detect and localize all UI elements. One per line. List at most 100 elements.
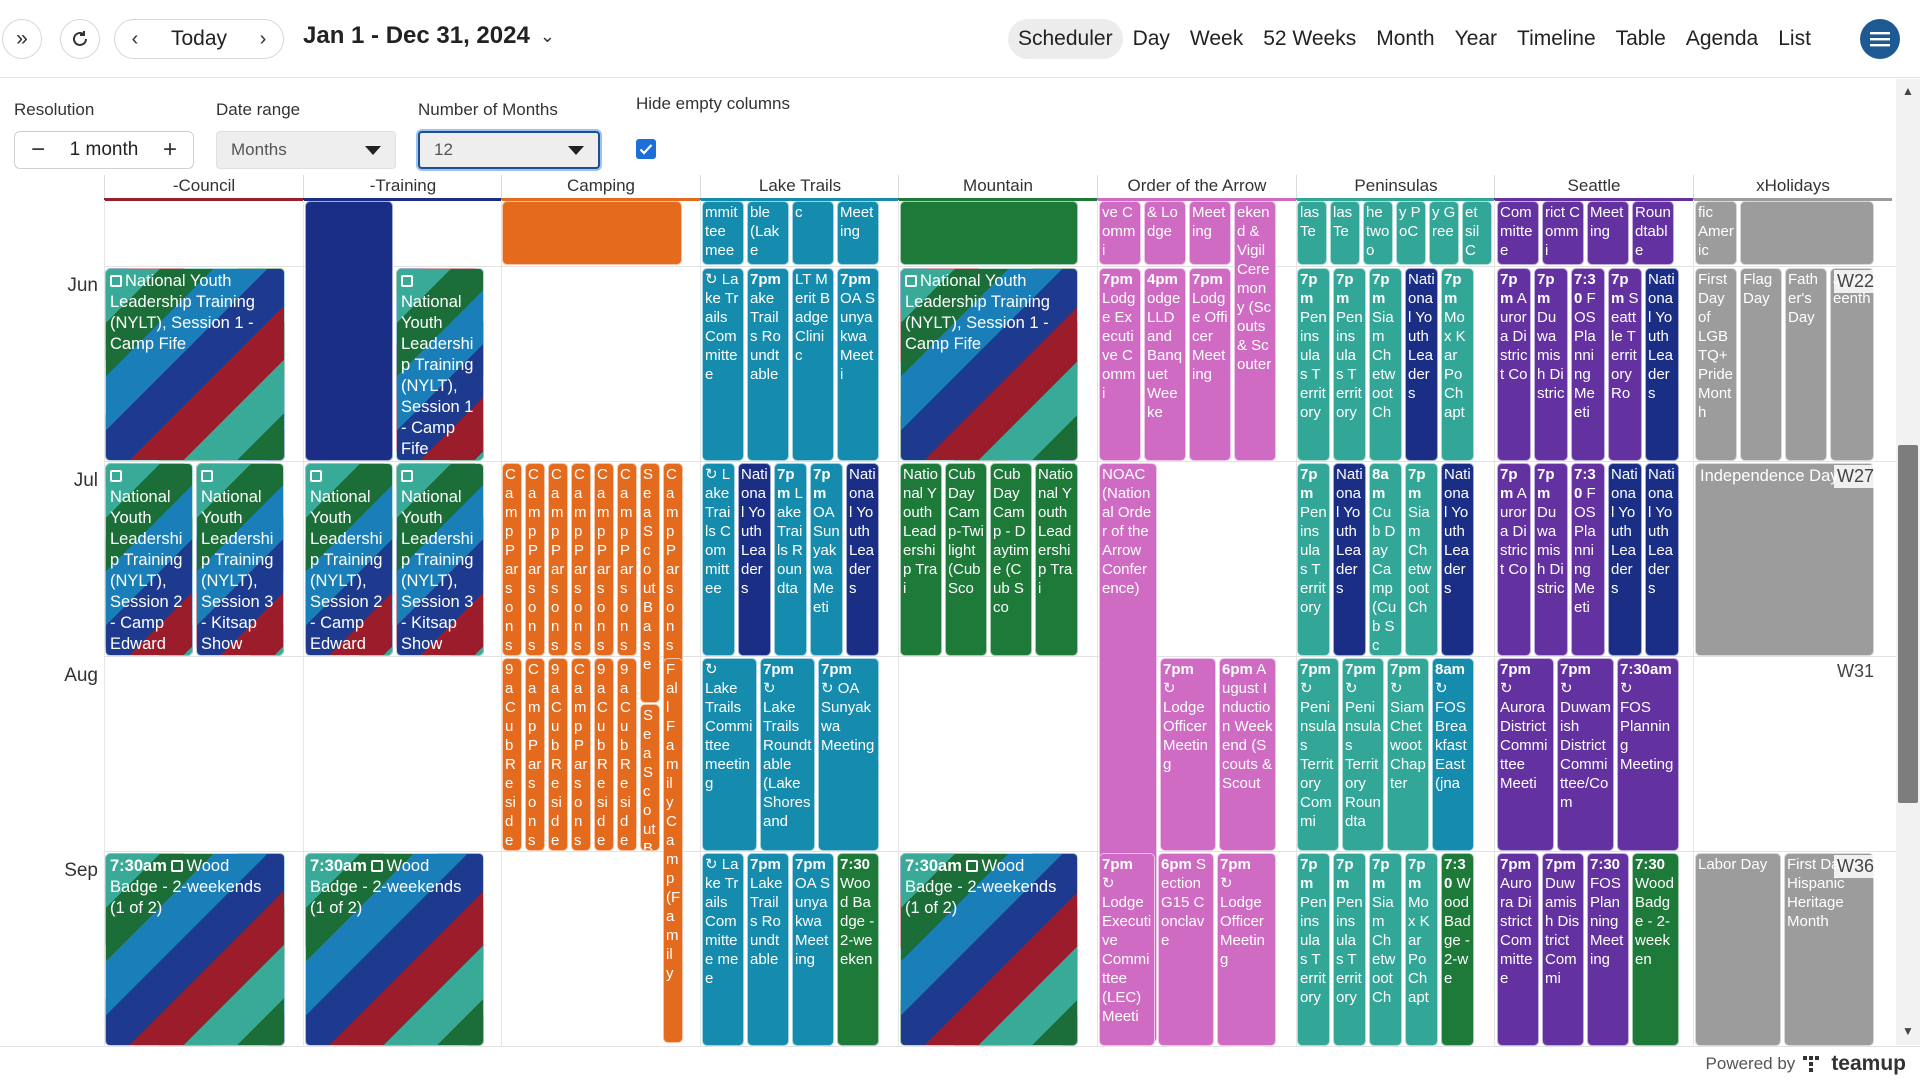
event-card[interactable]: & Lodge xyxy=(1144,201,1186,265)
event-card[interactable]: 7pm Duwamish Distric xyxy=(1534,463,1568,656)
event-card[interactable]: ve Commi xyxy=(1099,201,1141,265)
event-card[interactable]: fic Americ xyxy=(1695,201,1737,265)
event-card[interactable]: 7pm Duwamish District Commi xyxy=(1542,853,1584,1046)
event-card[interactable]: 7pm ↻ Peninsulas Territory Commi xyxy=(1297,658,1339,851)
event-card[interactable]: 7pm Duwamish Distric xyxy=(1534,268,1568,461)
event-card[interactable]: 7pm Peninsulas Territory xyxy=(1297,463,1330,656)
event-card[interactable]: 7pm ↻ Siam Chetwoot Chapter xyxy=(1387,658,1429,851)
main-menu-button[interactable] xyxy=(1860,19,1900,59)
event-card[interactable]: ekend & Vigil Ceremony (Scouts & Scouter xyxy=(1234,201,1276,461)
event-card[interactable]: 7pm Lodge Officer Meeting xyxy=(1189,268,1231,461)
event-card[interactable]: National Youth Leadership Trai xyxy=(1035,463,1078,656)
event-card[interactable]: 7pm Aurora District Co xyxy=(1497,268,1531,461)
event-card[interactable]: National Youth Leaders xyxy=(1645,268,1679,461)
view-tab-month[interactable]: Month xyxy=(1376,27,1435,50)
column-header[interactable]: Seattle xyxy=(1494,175,1693,200)
event-card[interactable]: First Day of LGBTQ+ Pride Month xyxy=(1695,268,1737,461)
event-card[interactable]: Sea Scout Base xyxy=(640,704,660,851)
event-card[interactable]: 7pm ↻ Duwamish District Committee/Com xyxy=(1557,658,1614,851)
view-tab-list[interactable]: List xyxy=(1778,27,1811,50)
date-range-select[interactable]: Months xyxy=(216,131,396,169)
expand-sidebar-button[interactable]: » xyxy=(2,19,42,59)
event-card[interactable]: 7:30 FOS Planning Meeting xyxy=(1587,853,1629,1046)
event-card[interactable]: 7pm Peninsulas Territory xyxy=(1297,268,1330,461)
event-card[interactable]: 7pm ↻ Lake Trails Roundtable (Lake Shores … xyxy=(760,658,815,851)
event-card[interactable]: Camp Parsons xyxy=(617,463,637,656)
event-card[interactable]: Roundtable xyxy=(1632,201,1674,265)
view-tab-scheduler[interactable]: Scheduler xyxy=(1008,19,1123,59)
column-header[interactable]: xHolidays xyxy=(1693,175,1892,200)
event-card[interactable]: Camp Parsons xyxy=(663,463,683,703)
event-card[interactable]: 9a Cub Resident xyxy=(594,658,614,851)
scroll-down-arrow-icon[interactable]: ▼ xyxy=(1902,1024,1914,1038)
event-card[interactable]: y Gree xyxy=(1429,201,1459,265)
event-card[interactable]: National Youth Leaders xyxy=(1441,463,1474,656)
decrease-resolution-button[interactable]: − xyxy=(30,136,45,163)
event-card[interactable]: Labor Day xyxy=(1695,853,1781,1046)
event-card[interactable]: 6pm Section G15 Conclave xyxy=(1158,853,1214,1046)
event-card[interactable]: Father's Day xyxy=(1785,268,1827,461)
event-card[interactable]: 7:30 Wood Badge - 2-weeken xyxy=(1632,853,1679,1046)
event-card[interactable] xyxy=(1740,201,1874,265)
view-tab-timeline[interactable]: Timeline xyxy=(1517,27,1596,50)
event-card[interactable]: ↻ Lake Trails Committee xyxy=(702,463,735,656)
event-card[interactable]: Camp Parsons xyxy=(571,463,591,656)
event-card[interactable]: 9a Cub Resident xyxy=(502,658,522,851)
event-card[interactable]: 7pm OA Sunyakwa Meeting xyxy=(792,853,834,1046)
event-card[interactable]: y PoC xyxy=(1396,201,1426,265)
event-card[interactable]: Cub Day Camp-Twilight (Cub Sco xyxy=(945,463,987,656)
event-card[interactable]: Meeting xyxy=(1189,201,1231,265)
event-card[interactable]: 7:30am Wood Badge - 2-weekends (1 of 2) xyxy=(305,853,484,1046)
refresh-button[interactable] xyxy=(60,19,100,59)
event-card[interactable] xyxy=(305,201,393,461)
event-card[interactable]: First Day of Hispanic Heritage Month xyxy=(1784,853,1874,1046)
event-card[interactable]: 4pm odge LLD and Banquet Weeke xyxy=(1144,268,1186,461)
column-header[interactable]: Peninsulas xyxy=(1296,175,1495,200)
event-card[interactable]: ↻ Lake Trails Committee xyxy=(702,268,744,461)
event-card[interactable]: 7:30am ↻ FOS Planning Meeting xyxy=(1617,658,1679,851)
event-card[interactable]: National Youth Leadership Training (NYLT… xyxy=(396,268,484,461)
event-card[interactable]: National Youth Leaders xyxy=(738,463,771,656)
view-tab-year[interactable]: Year xyxy=(1454,27,1498,50)
hide-empty-columns-checkbox[interactable] xyxy=(636,139,656,159)
view-tab-agenda[interactable]: Agenda xyxy=(1685,27,1759,50)
event-card[interactable]: 7:30am Wood Badge - 2-weekends (1 of 2) xyxy=(900,853,1078,1046)
event-card[interactable]: 7pm Seattle Territory Ro xyxy=(1608,268,1642,461)
event-card[interactable]: Camp Parsons xyxy=(548,463,568,656)
event-card[interactable]: ble (Lake xyxy=(747,201,789,265)
event-card[interactable]: National Youth Leadership Training (NYLT… xyxy=(900,268,1078,461)
event-card[interactable]: 7pm Aurora District Co xyxy=(1497,463,1531,656)
view-tab-52-weeks[interactable]: 52 Weeks xyxy=(1263,27,1357,50)
event-card[interactable]: 7:30am Wood Badge - 2-weekends (1 of 2) xyxy=(105,853,285,1046)
event-card[interactable]: 7pm ↻ Lodge Executive Committee (LEC) Meet… xyxy=(1099,853,1155,1046)
date-range-picker[interactable]: Jan 1 - Dec 31, 2024 ⌄ xyxy=(303,22,555,50)
event-card[interactable]: Camp Parsons xyxy=(525,463,545,656)
view-tab-week[interactable]: Week xyxy=(1189,27,1244,50)
event-card[interactable]: 7pm Siam Chetwoot Ch xyxy=(1369,268,1402,461)
event-card[interactable]: rict Commi xyxy=(1542,201,1584,265)
prev-period-button[interactable]: ‹ xyxy=(115,19,155,59)
event-card[interactable]: 7pm Mox Kar Po Chapt xyxy=(1405,853,1438,1046)
event-card[interactable]: Meeting xyxy=(1587,201,1629,265)
event-card[interactable]: 8am Cub Day Camp (Cub Sc xyxy=(1369,463,1402,656)
event-card[interactable] xyxy=(502,201,682,265)
event-card[interactable]: Flag Day xyxy=(1740,268,1782,461)
event-card[interactable]: 7:30 Wood Badge - 2-we xyxy=(1441,853,1474,1046)
event-card[interactable]: National Youth Leadership Training (NYLT… xyxy=(396,463,484,656)
event-card[interactable]: Committee xyxy=(1497,201,1539,265)
event-card[interactable]: 7pm Siam Chetwoot Ch xyxy=(1369,853,1402,1046)
event-card[interactable]: 7pm Lodge Executive Commi xyxy=(1099,268,1141,461)
event-card[interactable]: ↻ Lake Trails Committee meeting xyxy=(702,658,757,851)
next-period-button[interactable]: › xyxy=(243,19,283,59)
event-card[interactable]: 7pm ↻ Lodge Officer Meeting xyxy=(1160,658,1216,851)
event-card[interactable]: 7:30 FOS Planning Meeti xyxy=(1571,463,1605,656)
event-card[interactable]: National Youth Leadership Trai xyxy=(900,463,942,656)
column-header[interactable]: -Training xyxy=(303,175,502,200)
event-card[interactable]: Meeting xyxy=(837,201,879,265)
event-card[interactable]: 7pm Lake Trails Roundta xyxy=(774,463,807,656)
event-card[interactable]: LT Merit Badge Clinic xyxy=(792,268,834,461)
scroll-up-arrow-icon[interactable]: ▲ xyxy=(1902,84,1914,98)
event-card[interactable]: 7pm Peninsulas Territory xyxy=(1333,853,1366,1046)
view-tab-table[interactable]: Table xyxy=(1615,27,1666,50)
increase-resolution-button[interactable]: + xyxy=(162,136,177,163)
